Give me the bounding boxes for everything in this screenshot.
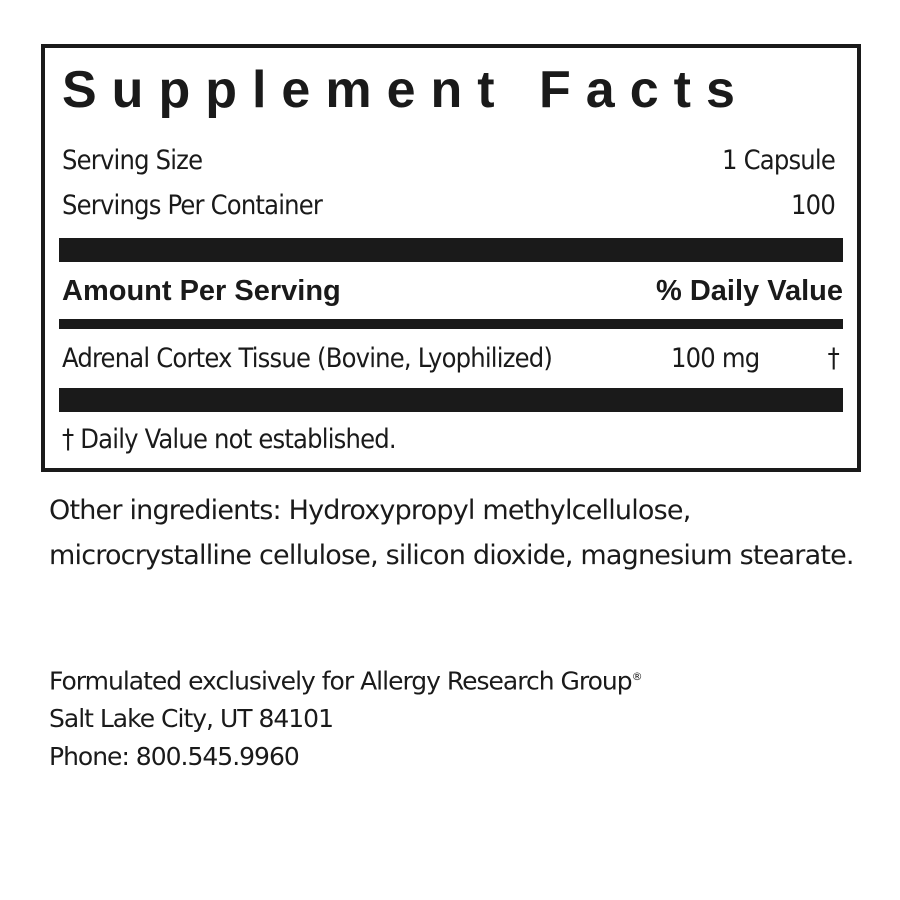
ingredient-amount: 100 mg (671, 343, 760, 374)
ingredient-name: Adrenal Cortex Tissue (Bovine, Lyophiliz… (62, 343, 553, 374)
daily-value-header: % Daily Value (656, 275, 843, 307)
manufacturer-info: Formulated exclusively for Allergy Resea… (49, 658, 643, 776)
servings-per-container-value: 100 (791, 190, 836, 221)
amount-per-serving-header: Amount Per Serving (62, 275, 341, 307)
footnote: † Daily Value not established. (62, 424, 397, 455)
registered-mark: ® (631, 670, 643, 683)
servings-per-container-label: Servings Per Container (62, 190, 323, 221)
ingredient-dv: † (827, 343, 840, 374)
panel-title: Supplement Facts (62, 61, 750, 119)
thick-divider (59, 388, 843, 412)
manufacturer-address: Salt Lake City, UT 84101 (49, 704, 334, 734)
manufacturer-line: Formulated exclusively for Allergy Resea… (49, 666, 633, 696)
medium-divider (59, 319, 843, 329)
other-ingredients: Other ingredients: Hydroxypropyl methylc… (49, 495, 855, 571)
serving-size-label: Serving Size (62, 145, 203, 176)
manufacturer-phone: Phone: 800.545.9960 (49, 742, 300, 772)
thick-divider (59, 238, 843, 262)
supplement-facts-panel: Supplement Facts Serving Size 1 Capsule … (41, 44, 861, 472)
serving-size-value: 1 Capsule (722, 145, 836, 176)
